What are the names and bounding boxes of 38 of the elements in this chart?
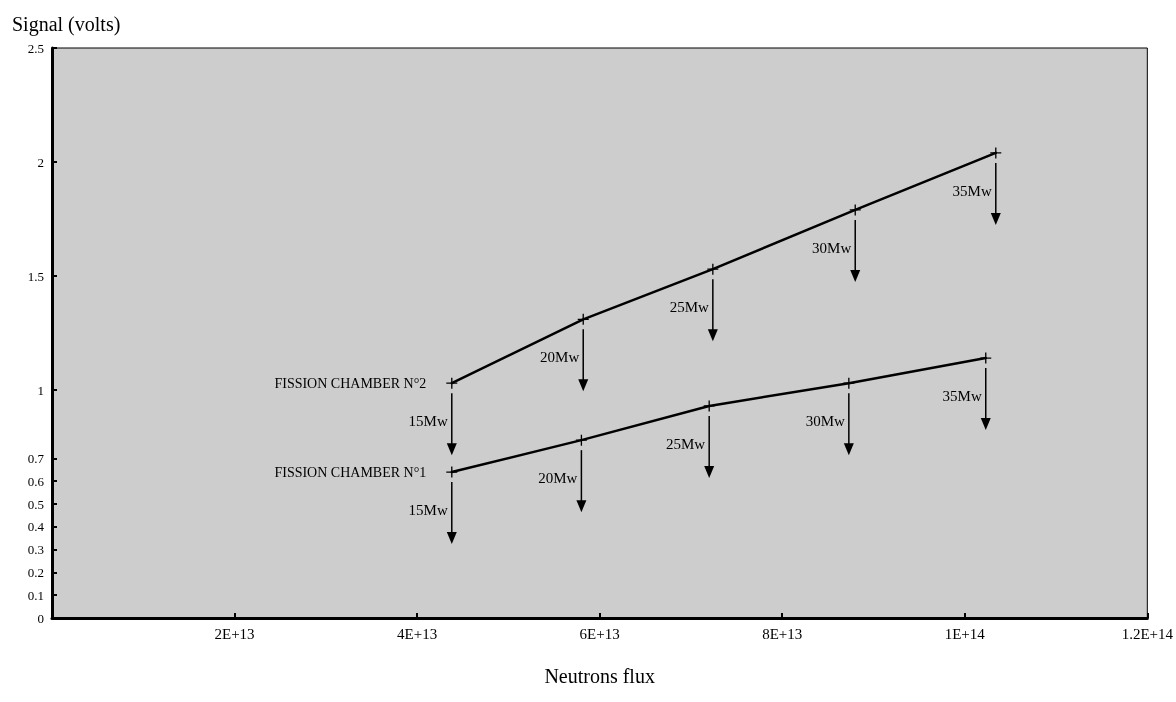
x-tick-label: 1.2E+14	[1121, 625, 1174, 642]
y-tick-label: 0.2	[27, 564, 44, 580]
point	[990, 147, 1002, 159]
point	[703, 400, 715, 412]
x-axis-title: Neutrons flux	[544, 665, 655, 687]
y-tick-label: 1.5	[27, 268, 44, 284]
y-tick-label: 0.7	[27, 450, 45, 466]
annotation: 20Mw	[540, 349, 580, 366]
annotation: 25Mw	[666, 435, 706, 452]
x-tick-label: 4E+13	[397, 625, 438, 642]
series-label: FISSION CHAMBER N°2	[274, 375, 427, 391]
annotation: 35Mw	[942, 388, 982, 405]
annotation: 25Mw	[669, 299, 709, 316]
annotation: 15Mw	[408, 413, 448, 430]
x-tick-label: 6E+13	[579, 625, 620, 642]
point	[849, 204, 861, 216]
y-tick-label: 0.1	[27, 587, 44, 603]
point	[980, 352, 992, 364]
x-tick-label: 1E+14	[944, 625, 986, 642]
y-tick-label: 0.6	[27, 473, 45, 489]
y-tick-label: 0.3	[27, 542, 44, 558]
annotation: 30Mw	[805, 413, 846, 430]
y-tick-label: 0.5	[27, 496, 44, 512]
annotation: 30Mw	[812, 239, 852, 256]
point	[843, 377, 855, 389]
annotation: 15Mw	[408, 502, 448, 519]
y-tick-label: 1	[37, 382, 44, 398]
y-tick-label: 0.4	[27, 519, 45, 535]
y-tick-label: 2.5	[27, 40, 44, 56]
annotation: 35Mw	[952, 182, 992, 199]
y-tick-label: 2	[37, 154, 44, 170]
y-axis-title: Signal (volts)	[12, 13, 121, 36]
y-tick-label: 0	[37, 610, 44, 626]
annotation: 20Mw	[538, 470, 578, 487]
x-tick-label: 8E+13	[762, 625, 803, 642]
point	[446, 466, 458, 478]
x-tick-label: 2E+13	[214, 625, 255, 642]
series-label: FISSION CHAMBER N°1	[274, 464, 427, 480]
